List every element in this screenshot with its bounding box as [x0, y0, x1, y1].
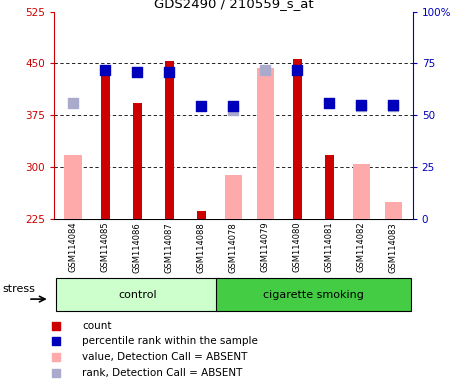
Point	[101, 67, 109, 73]
Point	[390, 102, 397, 108]
Point	[166, 69, 173, 75]
Text: cigarette smoking: cigarette smoking	[263, 290, 364, 300]
Title: GDS2490 / 210559_s_at: GDS2490 / 210559_s_at	[153, 0, 313, 10]
Text: rank, Detection Call = ABSENT: rank, Detection Call = ABSENT	[82, 367, 242, 377]
Point	[69, 100, 77, 106]
Bar	[225, 175, 242, 219]
Text: GSM114079: GSM114079	[261, 222, 270, 272]
Text: count: count	[82, 321, 112, 331]
Text: GSM114088: GSM114088	[197, 222, 206, 273]
Point	[53, 323, 60, 329]
Text: GSM114087: GSM114087	[165, 222, 174, 273]
Point	[230, 103, 237, 109]
Text: GSM114082: GSM114082	[357, 222, 366, 272]
Text: GSM114080: GSM114080	[293, 222, 302, 272]
Point	[358, 102, 365, 108]
Text: control: control	[118, 290, 157, 300]
Bar	[133, 103, 142, 219]
Point	[53, 369, 60, 376]
Text: GSM114085: GSM114085	[101, 222, 110, 272]
FancyBboxPatch shape	[55, 278, 219, 311]
Point	[134, 69, 141, 75]
Text: GSM114081: GSM114081	[325, 222, 334, 272]
Bar	[64, 155, 82, 219]
Text: GSM114078: GSM114078	[229, 222, 238, 273]
Text: percentile rank within the sample: percentile rank within the sample	[82, 336, 258, 346]
Point	[325, 100, 333, 106]
Bar	[353, 164, 370, 219]
Point	[262, 67, 269, 73]
Point	[358, 103, 365, 109]
Point	[197, 103, 205, 109]
Point	[294, 67, 301, 73]
FancyBboxPatch shape	[216, 278, 411, 311]
Bar	[257, 68, 274, 219]
Bar	[165, 61, 174, 219]
Text: GSM114084: GSM114084	[68, 222, 78, 272]
Text: stress: stress	[3, 284, 36, 294]
Point	[53, 338, 60, 344]
Text: GSM114086: GSM114086	[133, 222, 142, 273]
Bar	[293, 58, 302, 219]
Point	[390, 103, 397, 109]
Point	[230, 107, 237, 113]
Bar	[101, 70, 110, 219]
Bar	[325, 155, 334, 219]
Text: GSM114083: GSM114083	[389, 222, 398, 273]
Text: value, Detection Call = ABSENT: value, Detection Call = ABSENT	[82, 352, 248, 362]
Bar	[197, 210, 205, 219]
Bar	[385, 202, 402, 219]
Point	[53, 354, 60, 360]
